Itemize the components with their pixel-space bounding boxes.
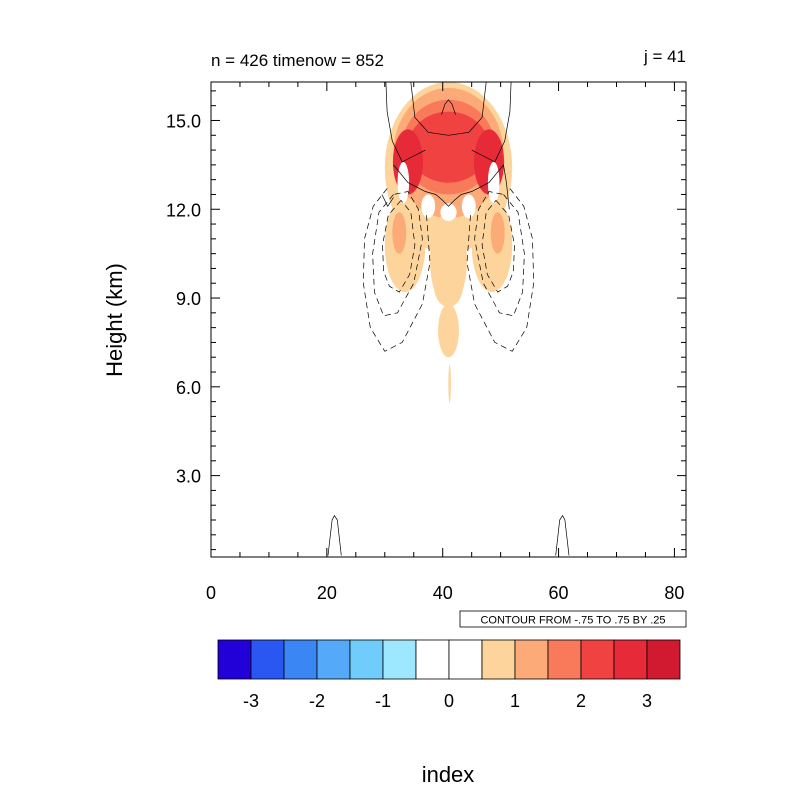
fill-side-right-7 [471,197,513,293]
colorbar-cell-6 [415,639,450,680]
colorbar-cell-4 [349,639,384,680]
colorbar-cell-11 [580,639,615,680]
x-tick-label-1: 20 [317,583,337,603]
colorbar-cell-10 [547,639,582,680]
fill-side-left-core-8 [392,212,407,254]
fill-blob-12 [438,303,459,358]
contour-line-dashed-10 [372,191,423,317]
x-axis-label: index [422,762,475,787]
y-tick-label-0: 3.0 [176,467,201,487]
colorbar-cell-2 [283,639,318,680]
contour-info-box: CONTOUR FROM -.75 TO .75 BY .25 [459,610,687,628]
contour-line-solid-6 [327,514,342,556]
fill-side-right-core-9 [490,212,505,254]
colorbar-cell-5 [382,639,417,680]
title-right: j = 41 [643,47,686,66]
x-tick-label-4: 80 [664,583,684,603]
colorbar-label-1: -2 [309,691,325,711]
fill-side-left-6 [384,197,426,293]
colorbar-label-2: -1 [375,691,391,711]
colorbar-label-3: 0 [444,691,454,711]
contour-line-dashed-9 [481,200,515,293]
colorbar-label-6: 3 [642,691,652,711]
colorbar-cell-12 [613,639,648,680]
fill-gap-4 [440,203,457,222]
y-axis-label: Height (km) [102,263,127,377]
x-tick-label-3: 60 [549,583,569,603]
colorbar-cell-3 [316,639,351,680]
filled-contours [384,82,513,404]
contour-line-solid-4 [393,164,510,210]
colorbar-cell-1 [250,639,285,680]
fill-gap-2 [421,194,436,219]
fill-thin-filament-13 [448,364,451,404]
colorbar-label-4: 1 [510,691,520,711]
colorbar-cell-9 [514,639,549,680]
contour-line-solid-7 [555,514,570,556]
contour-line-solid-1 [471,82,512,163]
y-tick-label-4: 15.0 [166,111,201,131]
plot-frame [210,81,687,558]
contour-line-solid-2 [410,82,487,136]
fill-stem-lower-11 [434,265,463,307]
colorbar-label-0: -3 [243,691,259,711]
y-tick-label-1: 6.0 [176,378,201,398]
fill-upper-ring-3 [407,111,490,183]
contour-line-dashed-8 [382,200,416,293]
contour-info-label: CONTOUR FROM -.75 TO .75 BY .25 [480,615,665,627]
colorbar-cell-0 [217,639,252,680]
fill-gap-0 [397,161,410,204]
contour-line-solid-3 [441,99,456,115]
line-contours [327,82,570,556]
fill-gap-3 [461,194,476,219]
colorbar-label-5: 2 [576,691,586,711]
title-left: n = 426 timenow = 852 [211,51,384,70]
contour-line-solid-5 [381,194,394,208]
colorbar-cell-7 [448,639,483,680]
colorbar: -3 -2 -1 0 1 2 3 [217,639,681,711]
x-tick-label-2: 40 [433,583,453,603]
x-tick-label-0: 0 [206,583,216,603]
y-tick-label-3: 12.0 [166,200,201,220]
contour-line-dashed-11 [474,191,525,317]
fill-gap-1 [487,161,500,204]
axis-ticks: 3.0 6.0 9.0 12.0 15.0 0 20 40 60 80 [166,82,686,603]
colorbar-cell-8 [481,639,516,680]
y-tick-label-2: 9.0 [176,289,201,309]
colorbar-cell-13 [646,639,681,680]
contour-line-solid-0 [385,82,426,163]
